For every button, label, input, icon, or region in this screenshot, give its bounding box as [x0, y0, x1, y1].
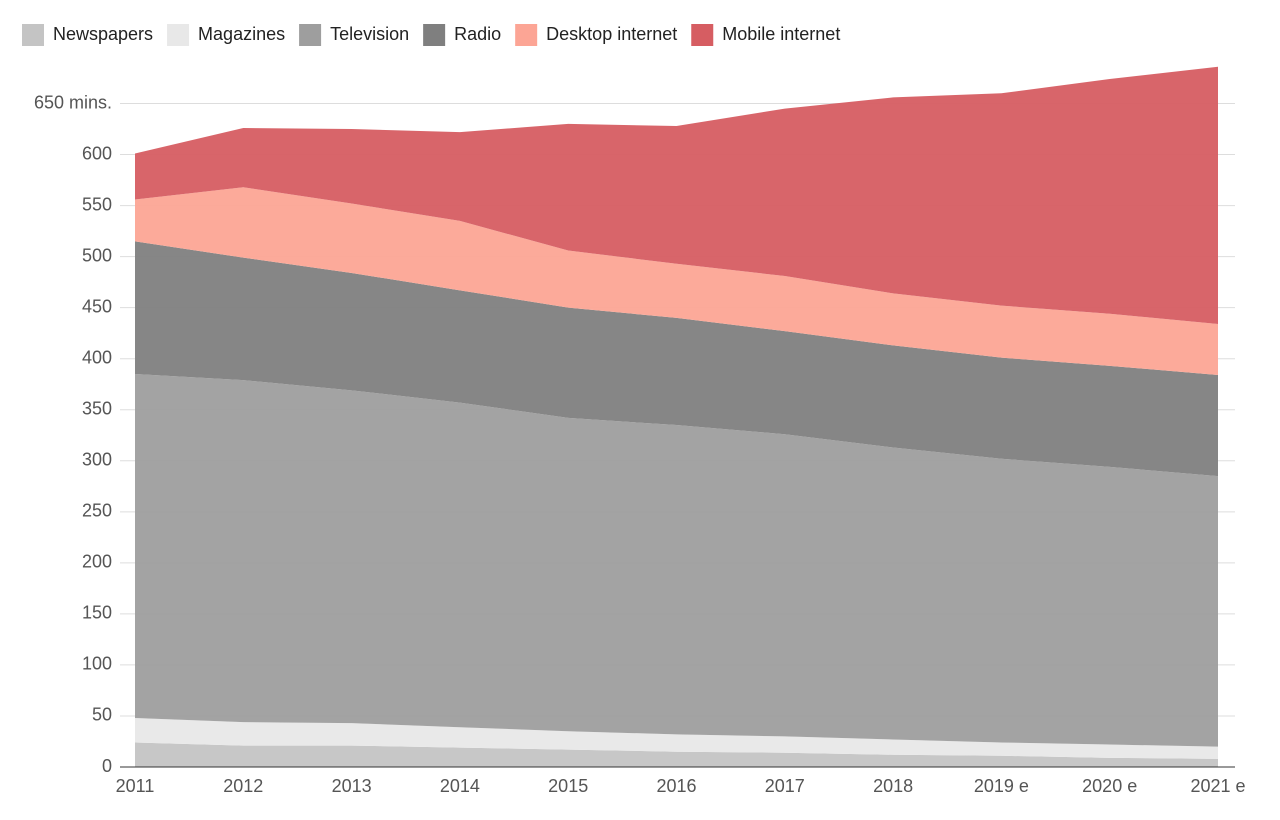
x-tick-label: 2021 e — [1190, 776, 1245, 796]
y-tick-label: 50 — [92, 705, 112, 725]
x-tick-label: 2014 — [440, 776, 480, 796]
y-tick-label: 400 — [82, 347, 112, 367]
x-tick-label: 2011 — [116, 776, 155, 796]
legend-label: Mobile internet — [722, 24, 840, 44]
x-tick-label: 2018 — [873, 776, 913, 796]
legend-swatch — [691, 24, 714, 46]
x-tick-label: 2017 — [765, 776, 805, 796]
area — [135, 742, 1218, 767]
legend-label: Radio — [454, 24, 501, 44]
legend-label: Magazines — [198, 24, 285, 44]
y-tick-label: 150 — [82, 603, 112, 623]
area — [135, 374, 1218, 747]
area — [135, 718, 1218, 759]
legend-swatch — [167, 24, 190, 46]
x-tick-label: 2019 e — [974, 776, 1029, 796]
y-tick-label: 450 — [82, 296, 112, 316]
area — [135, 187, 1218, 376]
y-tick-label: 300 — [82, 450, 112, 470]
area — [135, 241, 1218, 477]
legend-swatch — [22, 24, 44, 46]
y-tick-label: 100 — [82, 654, 112, 674]
x-tick-label: 2020 e — [1082, 776, 1137, 796]
legend-label: Desktop internet — [546, 24, 677, 44]
y-tick-label: 250 — [82, 501, 112, 521]
legend-swatch — [299, 24, 322, 46]
y-tick-label: 650 mins. — [34, 92, 112, 112]
x-tick-label: 2015 — [548, 776, 588, 796]
area — [135, 66, 1218, 324]
y-tick-label: 350 — [82, 398, 112, 418]
legend-swatch — [515, 24, 538, 46]
x-tick-label: 2012 — [223, 776, 263, 796]
legend-swatch — [423, 24, 446, 46]
y-tick-label: 500 — [82, 245, 112, 265]
x-tick-label: 2013 — [332, 776, 372, 796]
x-tick-label: 2016 — [656, 776, 696, 796]
y-tick-label: 0 — [102, 756, 112, 776]
legend-label: Television — [330, 24, 409, 44]
y-tick-label: 200 — [82, 552, 112, 572]
y-tick-label: 600 — [82, 143, 112, 163]
legend-label: Newspapers — [53, 24, 153, 44]
y-tick-label: 550 — [82, 194, 112, 214]
